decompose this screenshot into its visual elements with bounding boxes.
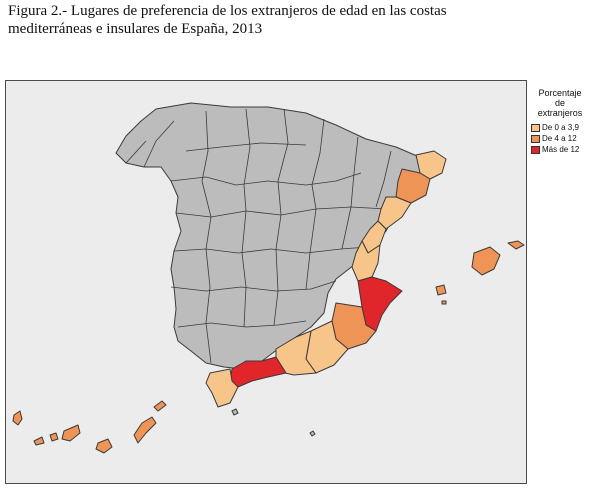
legend-item-high: Más de 12 [531, 144, 589, 155]
island-menorca [507, 240, 525, 250]
peninsula-provinces [115, 102, 435, 370]
city-ceuta [231, 408, 239, 416]
legend-list: De 0 a 3,9 De 4 a 12 Más de 12 [531, 122, 589, 155]
island-gran-canaria [95, 438, 113, 454]
legend-swatch [531, 123, 540, 132]
spain-map [12, 102, 525, 454]
legend-label: De 4 a 12 [542, 133, 577, 143]
island-la-gomera [49, 432, 59, 442]
legend-title-line-2: de [554, 98, 565, 108]
island-formentera [441, 300, 447, 305]
island-tenerife [61, 424, 81, 442]
legend-label: Más de 12 [542, 144, 580, 154]
province-barcelona [395, 168, 431, 204]
caption-line-2: mediterráneas e insulares de España, 201… [8, 21, 263, 37]
city-melilla [309, 430, 316, 437]
legend-item-medium: De 4 a 12 [531, 133, 589, 144]
legend-swatch [531, 134, 540, 143]
legend-item-low: De 0 a 3,9 [531, 122, 589, 133]
province-borders [125, 108, 392, 364]
legend-title-line-3: extranjeros [537, 108, 583, 118]
legend-swatch [531, 145, 540, 154]
island-mallorca [471, 246, 501, 276]
island-el-hierro [33, 436, 45, 446]
legend-label: De 0 a 3,9 [542, 122, 579, 132]
legend-title: Porcentaje de extranjeros [531, 88, 589, 118]
map-legend: Porcentaje de extranjeros De 0 a 3,9 De … [531, 88, 589, 155]
map-panel [5, 80, 527, 484]
province-tarragona [377, 196, 412, 230]
island-lanzarote [153, 400, 167, 412]
province-cadiz [205, 368, 239, 408]
island-ibiza [435, 284, 447, 296]
caption-line-1: Figura 2.- Lugares de preferencia de los… [8, 3, 447, 19]
figure-caption: Figura 2.- Lugares de preferencia de los… [8, 2, 568, 38]
island-fuerteventura [133, 416, 157, 444]
island-la-palma [12, 410, 23, 426]
legend-title-line-1: Porcentaje [538, 88, 582, 98]
